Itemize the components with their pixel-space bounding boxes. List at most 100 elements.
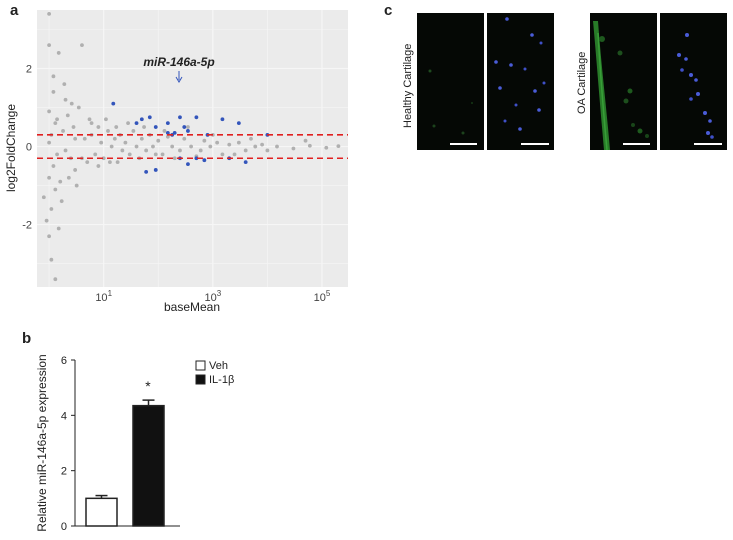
data-point	[160, 152, 165, 157]
data-point	[134, 144, 139, 149]
data-point	[55, 117, 59, 122]
ma-grid	[37, 10, 348, 287]
y-tick-label: 4	[61, 410, 67, 422]
scale-bar	[694, 143, 722, 145]
data-point	[51, 164, 56, 168]
data-point	[186, 125, 190, 129]
data-point	[165, 134, 170, 139]
data-point	[71, 125, 76, 129]
panel-letter-a: a	[10, 2, 19, 19]
data-point	[56, 226, 61, 231]
legend-swatch-veh	[195, 360, 206, 371]
data-point	[220, 152, 225, 157]
data-point	[165, 130, 170, 135]
y-tick-label: -2	[22, 220, 32, 232]
ma-annotation-arrowhead	[175, 76, 183, 83]
data-point	[104, 117, 108, 122]
data-point	[109, 144, 114, 149]
data-point	[186, 162, 190, 167]
data-point	[144, 170, 149, 174]
data-point	[53, 277, 58, 282]
x-tick-label: 103	[204, 289, 221, 304]
data-point	[47, 12, 52, 16]
data-point	[106, 129, 110, 133]
data-point	[112, 136, 117, 141]
y-tick-label: 2	[26, 64, 32, 76]
data-point	[96, 164, 101, 168]
data-point	[153, 152, 158, 157]
data-point	[93, 152, 98, 157]
data-point	[253, 144, 258, 149]
data-point	[139, 136, 144, 141]
scale-bar	[623, 143, 650, 145]
data-point	[156, 138, 161, 143]
data-point	[55, 152, 59, 157]
data-point	[134, 121, 139, 126]
data-point	[59, 199, 64, 204]
healthy-blue-image	[487, 13, 554, 150]
data-point	[101, 156, 106, 161]
x-tick-label: 101	[95, 289, 112, 304]
data-point	[208, 144, 213, 149]
data-point	[170, 144, 175, 149]
data-point	[153, 125, 158, 129]
data-point	[147, 115, 152, 120]
ma-ylabel: log2FoldChange	[4, 104, 18, 192]
bar-ylabel: Relative miR-146a-5p expression	[35, 354, 49, 531]
data-point	[107, 160, 112, 165]
data-point	[73, 136, 78, 141]
data-point	[291, 146, 296, 151]
data-point	[49, 257, 54, 262]
data-point	[194, 156, 199, 161]
data-point	[111, 101, 116, 106]
data-point	[139, 117, 144, 122]
data-point	[142, 125, 146, 129]
legend-label-veh: Veh	[209, 360, 228, 372]
scale-bar	[521, 143, 549, 145]
data-point	[249, 136, 253, 141]
data-point	[123, 140, 128, 145]
bar	[132, 404, 165, 527]
bar	[85, 497, 118, 527]
oa-green-image	[590, 13, 657, 150]
bar-significance: *	[145, 378, 151, 394]
data-point	[47, 234, 52, 239]
data-point	[153, 168, 158, 172]
data-point	[126, 121, 130, 126]
data-point	[336, 144, 341, 149]
data-point	[65, 113, 70, 118]
data-point	[74, 183, 79, 188]
data-point	[56, 51, 61, 55]
scale-bar	[450, 143, 477, 145]
y-tick-label: 0	[61, 521, 67, 533]
panel-letter-c: c	[384, 2, 393, 19]
oa-blue-image	[660, 13, 727, 150]
data-point	[236, 121, 241, 126]
ma-annotation: miR-146a-5p	[143, 55, 214, 69]
data-point	[260, 142, 265, 147]
panel-letter-b: b	[22, 330, 32, 347]
ma-plot-background	[37, 10, 348, 287]
data-point	[85, 160, 90, 165]
data-point	[198, 148, 203, 153]
y-tick-label: 6	[61, 355, 67, 367]
data-point	[89, 121, 94, 126]
data-point	[172, 156, 177, 161]
ma-xticks: 101 103 105	[95, 289, 331, 304]
data-point	[63, 148, 68, 153]
data-point	[227, 142, 232, 147]
data-point	[182, 136, 187, 141]
data-point	[303, 138, 308, 143]
data-point	[178, 115, 182, 120]
data-point	[114, 125, 119, 129]
ma-thresholds	[37, 134, 348, 160]
bar-chart: 0 2 4 6 * Relative miR-146a-5p expression V…	[35, 354, 234, 533]
data-point	[162, 129, 167, 133]
data-point	[202, 138, 207, 143]
data-point	[243, 148, 248, 153]
data-point	[165, 121, 170, 126]
data-point	[82, 136, 87, 141]
legend-swatch-il1b	[195, 374, 206, 385]
data-point	[63, 97, 68, 102]
data-point	[151, 144, 155, 149]
